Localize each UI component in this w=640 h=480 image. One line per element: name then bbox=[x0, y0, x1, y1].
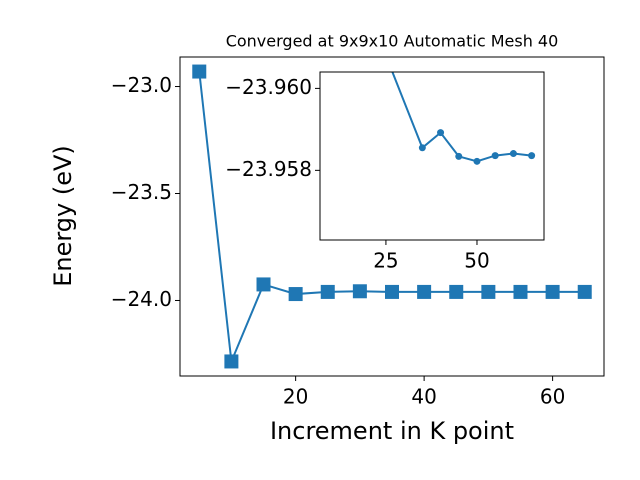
plot-content bbox=[192, 64, 592, 369]
marker bbox=[491, 152, 499, 160]
y-tick-label: −23.958 bbox=[225, 157, 312, 181]
marker bbox=[509, 150, 517, 158]
y-tick-label: −24.0 bbox=[111, 287, 172, 311]
plot-frame bbox=[179, 56, 605, 377]
marker bbox=[528, 152, 536, 160]
marker bbox=[385, 284, 399, 299]
x-tick-label: 40 bbox=[411, 385, 436, 409]
marker bbox=[545, 284, 560, 299]
y-axis-label: Energy (eV) bbox=[49, 145, 77, 287]
marker bbox=[437, 129, 445, 137]
x-axis-label: Increment in K point bbox=[270, 417, 514, 445]
marker bbox=[352, 284, 367, 299]
chart-title: Converged at 9x9x10 Automatic Mesh 40 bbox=[226, 32, 559, 51]
marker bbox=[473, 157, 481, 165]
marker bbox=[455, 152, 463, 160]
y-tick-label: −23.0 bbox=[111, 73, 172, 97]
y-tick-label: −23.5 bbox=[111, 180, 172, 204]
marker bbox=[577, 284, 592, 299]
marker bbox=[513, 284, 528, 299]
marker bbox=[224, 354, 239, 369]
plot-content bbox=[391, 72, 536, 165]
x-tick-label: 50 bbox=[464, 249, 489, 273]
marker bbox=[417, 284, 432, 299]
x-tick-label: 25 bbox=[373, 249, 398, 273]
marker bbox=[320, 284, 335, 299]
marker bbox=[449, 284, 464, 299]
marker bbox=[418, 144, 426, 152]
marker bbox=[288, 287, 303, 302]
x-tick-label: 20 bbox=[283, 385, 308, 409]
marker bbox=[192, 64, 207, 79]
plot-area bbox=[320, 72, 544, 240]
plot-frame bbox=[319, 71, 545, 241]
y-tick-label: −23.960 bbox=[225, 75, 312, 99]
x-tick-label: 60 bbox=[540, 385, 565, 409]
marker bbox=[481, 284, 496, 299]
marker bbox=[256, 277, 271, 292]
